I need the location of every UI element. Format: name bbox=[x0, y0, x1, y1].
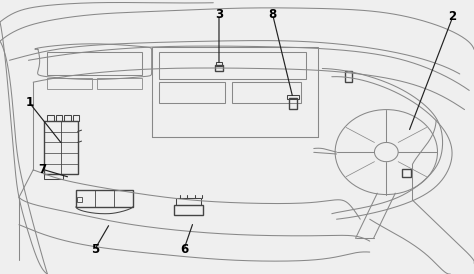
Bar bbox=[76, 190, 133, 207]
Bar bbox=[345, 71, 352, 82]
Bar bbox=[232, 82, 301, 103]
Bar bbox=[287, 95, 299, 99]
Bar bbox=[47, 115, 54, 121]
Bar bbox=[47, 52, 142, 75]
Bar bbox=[64, 115, 71, 121]
Bar bbox=[77, 197, 82, 202]
Bar bbox=[174, 205, 203, 215]
Bar bbox=[402, 169, 411, 177]
Bar bbox=[289, 98, 297, 109]
Text: 2: 2 bbox=[448, 10, 457, 24]
Text: 5: 5 bbox=[91, 243, 99, 256]
Text: 1: 1 bbox=[25, 96, 34, 109]
Bar bbox=[215, 65, 223, 71]
Text: 6: 6 bbox=[180, 243, 188, 256]
Bar bbox=[97, 78, 142, 89]
Bar bbox=[176, 198, 201, 205]
Bar bbox=[73, 115, 79, 121]
Text: 3: 3 bbox=[215, 8, 223, 21]
Bar bbox=[44, 121, 78, 174]
Bar bbox=[159, 82, 225, 103]
Bar bbox=[216, 62, 222, 66]
Bar bbox=[47, 78, 92, 89]
Bar bbox=[152, 47, 318, 137]
Text: 8: 8 bbox=[268, 8, 277, 21]
Bar bbox=[159, 52, 306, 79]
Bar bbox=[44, 174, 63, 179]
Text: 7: 7 bbox=[38, 163, 47, 176]
Bar bbox=[56, 115, 62, 121]
